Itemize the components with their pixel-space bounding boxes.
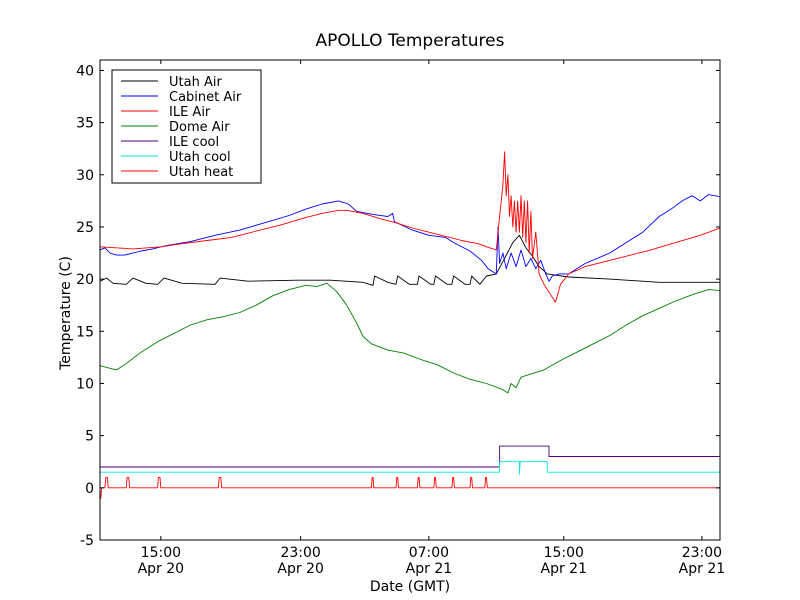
series-line-dome-air [100, 282, 720, 394]
plot-frame [99, 59, 721, 541]
x-tick-date-label: Apr 21 [679, 561, 725, 577]
y-tick-label: 35 [76, 116, 94, 132]
legend-label-utah-air: Utah Air [169, 75, 222, 90]
legend-label-cabinet-air: Cabinet Air [169, 90, 242, 105]
series-layer [100, 151, 720, 499]
legend-label-utah-heat: Utah heat [169, 165, 233, 180]
y-axis-label: Temperature (C) [58, 256, 74, 371]
y-tick-label: 25 [76, 220, 94, 236]
y-tick-label: 10 [76, 376, 94, 392]
y-tick-label: 5 [85, 429, 94, 445]
y-tick-label: 20 [76, 272, 94, 288]
series-line-ile-cool [100, 445, 720, 468]
legend-label-dome-air: Dome Air [169, 120, 230, 135]
series-line-cabinet-air [100, 194, 720, 282]
x-tick-date-label: Apr 20 [138, 561, 184, 577]
x-tick-time-label: 15:00 [544, 545, 584, 561]
y-tick-label: 0 [85, 481, 94, 497]
x-tick-time-label: 07:00 [409, 545, 449, 561]
x-tick-date-label: Apr 21 [541, 561, 587, 577]
chart-title: APOLLO Temperatures [316, 31, 505, 51]
x-tick-time-label: 23:00 [682, 545, 722, 561]
y-tick-label: 30 [76, 168, 94, 184]
y-tick-label: -5 [80, 533, 94, 549]
series-line-utah-air [100, 234, 720, 286]
x-axis-label: Date (GMT) [370, 579, 450, 595]
x-tick-date-label: Apr 20 [277, 561, 323, 577]
legend-label-ile-cool: ILE cool [169, 135, 219, 150]
legend-label-ile-air: ILE Air [169, 105, 211, 120]
y-tick-label: 40 [76, 63, 94, 79]
x-tick-time-label: 15:00 [141, 545, 181, 561]
x-tick-date-label: Apr 21 [406, 561, 452, 577]
legend-label-utah-cool: Utah cool [169, 150, 231, 165]
series-line-utah-heat [100, 476, 720, 499]
series-line-ile-air [100, 151, 720, 303]
x-tick-time-label: 23:00 [280, 545, 320, 561]
y-tick-label: 15 [76, 324, 94, 340]
series-line-utah-cool [100, 461, 720, 475]
